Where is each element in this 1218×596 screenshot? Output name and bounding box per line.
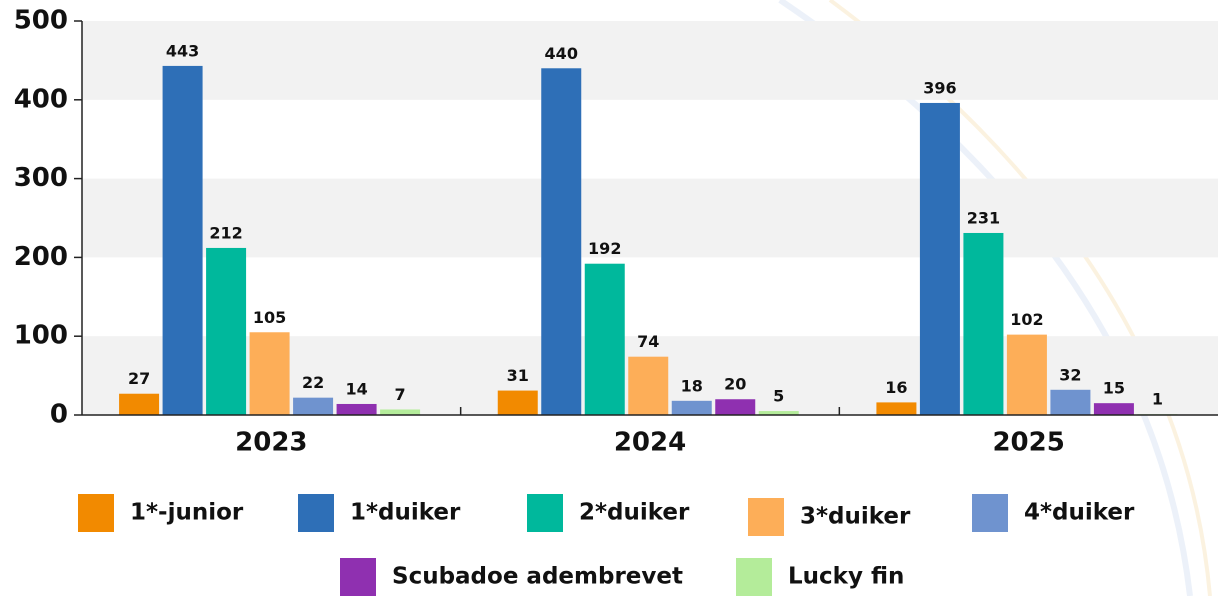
grid-band — [82, 178, 1218, 258]
legend-swatch — [972, 494, 1008, 532]
value-label: 102 — [1010, 310, 1043, 329]
grid-band — [82, 21, 1218, 100]
value-label: 22 — [302, 373, 324, 392]
y-tick-label: 500 — [14, 6, 68, 36]
bar — [758, 411, 799, 415]
x-tick-label: 2023 — [235, 428, 307, 458]
legend-label: Scubadoe adembrevet — [392, 564, 683, 590]
value-label: 31 — [507, 366, 529, 385]
bar — [919, 102, 960, 416]
value-label: 396 — [923, 78, 956, 97]
legend-label: 2*duiker — [579, 500, 690, 526]
bar — [497, 390, 538, 415]
value-label: 192 — [588, 239, 621, 258]
legend-label: 1*-junior — [130, 500, 244, 526]
value-label: 15 — [1103, 379, 1125, 398]
value-label: 212 — [209, 223, 242, 242]
bar — [671, 400, 712, 415]
legend-label: Lucky fin — [788, 564, 904, 590]
bar — [119, 393, 160, 415]
y-tick-label: 0 — [50, 400, 68, 430]
y-tick-label: 300 — [14, 163, 68, 193]
value-label: 105 — [253, 308, 286, 327]
bar — [541, 68, 582, 415]
bar — [876, 402, 917, 415]
value-label: 16 — [885, 378, 907, 397]
value-label: 5 — [773, 387, 784, 406]
value-label: 18 — [681, 376, 703, 395]
legend-swatch — [527, 494, 563, 532]
bar — [1006, 334, 1047, 415]
legend-label: 3*duiker — [800, 504, 911, 530]
y-tick-label: 200 — [14, 242, 68, 272]
bar — [380, 409, 421, 415]
value-label: 231 — [967, 208, 1000, 227]
legend-label: 4*duiker — [1024, 500, 1135, 526]
bar — [249, 332, 290, 415]
value-label: 443 — [166, 41, 199, 60]
legend-label: 1*duiker — [350, 500, 461, 526]
bar — [206, 247, 247, 415]
legend-swatch — [340, 558, 376, 596]
y-tick-label: 400 — [14, 84, 68, 114]
bar — [584, 263, 625, 415]
bar — [1050, 389, 1091, 415]
bar — [1093, 403, 1134, 415]
bar — [336, 403, 377, 415]
legend-swatch — [748, 498, 784, 536]
value-label: 440 — [545, 44, 578, 63]
value-label: 7 — [395, 385, 406, 404]
value-label: 1 — [1152, 390, 1163, 409]
legend-swatch — [78, 494, 114, 532]
x-tick-label: 2024 — [614, 428, 686, 458]
value-label: 20 — [724, 375, 746, 394]
value-label: 14 — [345, 379, 367, 398]
value-label: 27 — [128, 369, 150, 388]
bar — [628, 356, 669, 415]
y-tick-label: 100 — [14, 321, 68, 351]
bar — [715, 399, 756, 415]
bar — [293, 397, 334, 415]
legend-swatch — [736, 558, 772, 596]
value-label: 32 — [1059, 365, 1081, 384]
value-label: 74 — [637, 332, 659, 351]
bar — [162, 65, 203, 415]
bar — [963, 232, 1004, 415]
legend-swatch — [298, 494, 334, 532]
x-tick-label: 2025 — [992, 428, 1064, 458]
